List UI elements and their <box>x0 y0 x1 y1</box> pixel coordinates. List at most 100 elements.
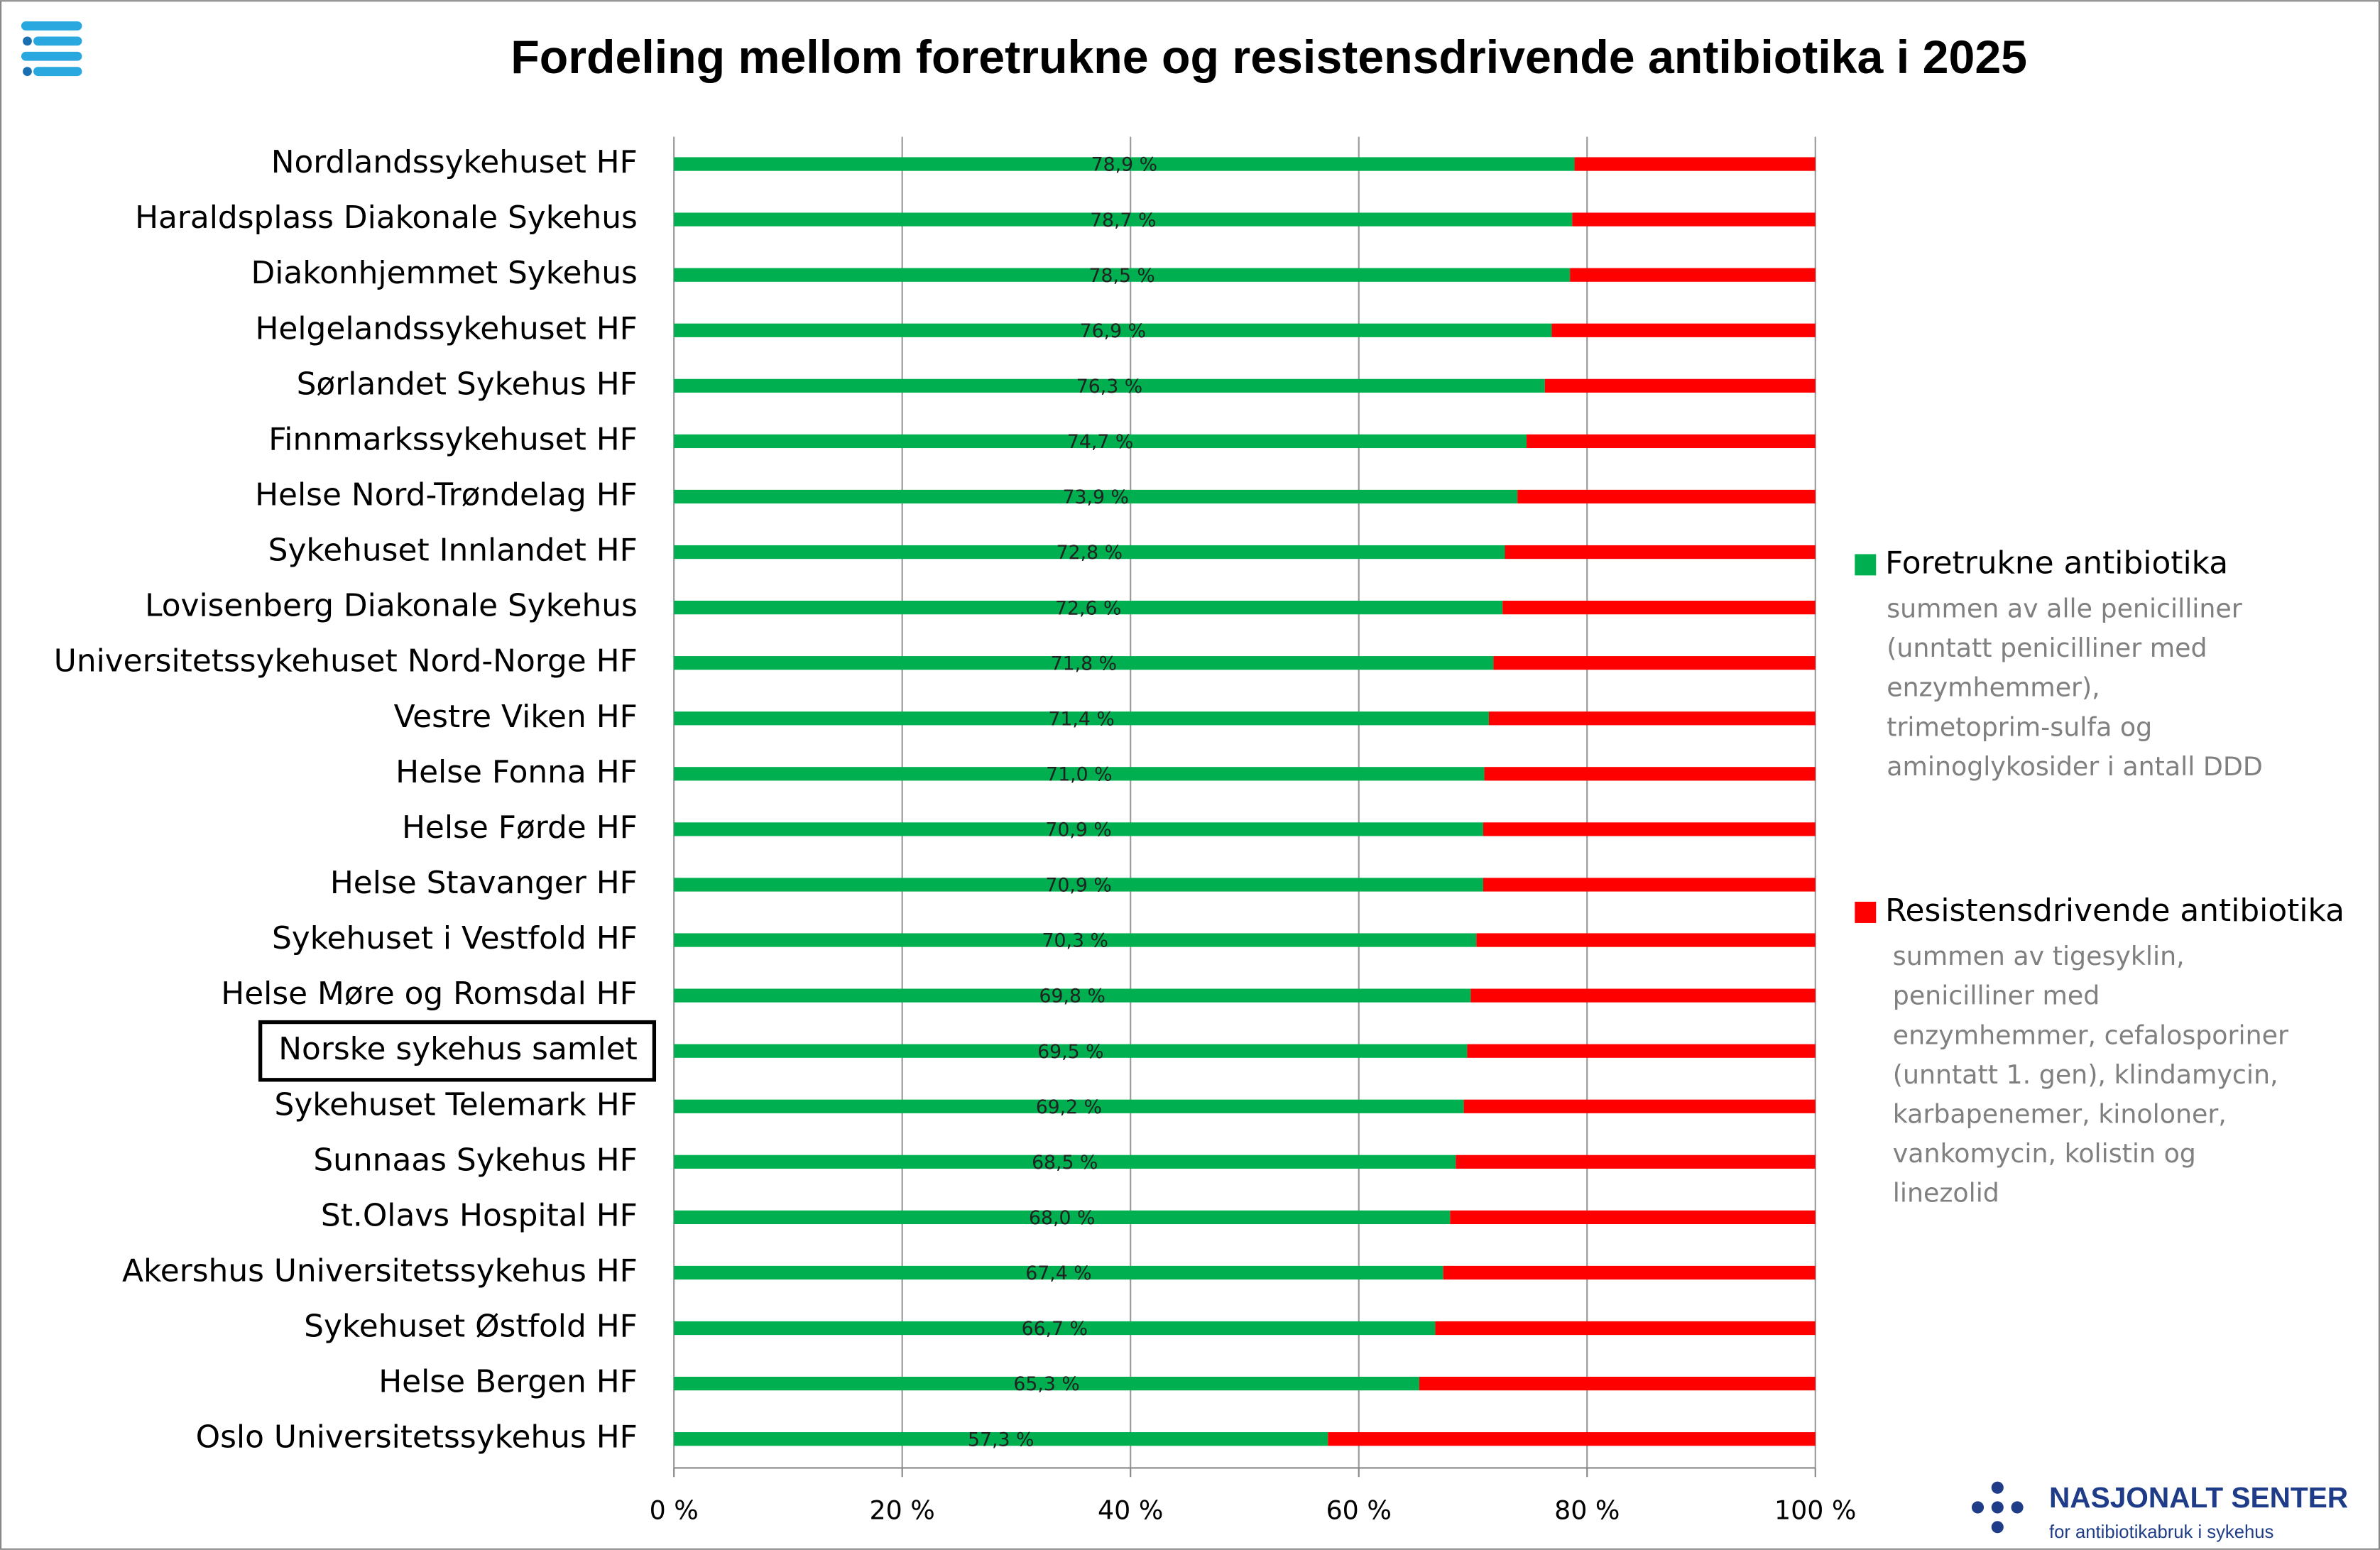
data-label: 71,0 % <box>1046 763 1112 785</box>
bar-segment <box>1574 157 1816 171</box>
bar-segment <box>674 933 1477 947</box>
data-label: 78,5 % <box>1088 265 1154 287</box>
legend-description: summen av alle penicilliner <box>1887 594 2242 624</box>
category-label: Helgelandssykehuset HF <box>255 310 637 346</box>
category-label: Sørlandet Sykehus HF <box>297 366 638 402</box>
bar-segment <box>1483 878 1816 892</box>
bar-segment <box>674 378 1545 393</box>
legend-description: penicilliner med <box>1893 981 2100 1011</box>
category-label: Oslo Universitetssykehus HF <box>196 1419 638 1456</box>
bar-segment <box>674 1210 1451 1225</box>
bar-segment <box>1450 1210 1816 1225</box>
category-label: Universitetssykehuset Nord-Norge HF <box>54 643 638 680</box>
category-label: Norske sykehus samlet <box>278 1031 638 1067</box>
data-label: 76,3 % <box>1076 376 1142 398</box>
bar-segment <box>1488 711 1816 726</box>
bar-segment <box>1484 767 1816 781</box>
legend-swatch <box>1855 554 1877 576</box>
data-label: 66,7 % <box>1022 1318 1088 1340</box>
category-label: Helse Førde HF <box>402 809 638 846</box>
bar-segment <box>1493 656 1816 670</box>
data-label: 69,2 % <box>1036 1096 1102 1118</box>
x-tick-label: 20 % <box>870 1495 935 1525</box>
bar-segment <box>1456 1155 1816 1169</box>
bar-segment <box>1463 1099 1816 1113</box>
category-label: Sykehuset Østfold HF <box>304 1309 638 1345</box>
legend-description: enzymhemmer, cefalosporiner <box>1893 1020 2288 1050</box>
legend-description: (unntatt penicilliner med <box>1887 633 2207 663</box>
bar-segment <box>674 268 1571 282</box>
x-tick-label: 0 % <box>650 1495 699 1525</box>
bar-segment <box>674 1321 1436 1336</box>
bar-segment <box>674 1099 1464 1113</box>
data-label: 70,9 % <box>1045 875 1111 897</box>
bar-segment <box>1570 268 1816 282</box>
bar-segment <box>1527 434 1816 449</box>
legend-swatch <box>1855 902 1877 923</box>
bar-segment <box>1467 1044 1816 1058</box>
bar-segment <box>674 1044 1468 1058</box>
category-label: Sykehuset Innlandet HF <box>268 533 638 569</box>
data-label: 72,6 % <box>1055 597 1121 619</box>
bar-segment <box>674 323 1552 337</box>
bottom-logo: NASJONALT SENTER for antibiotikabruk i s… <box>1971 1481 2348 1542</box>
data-label: 71,8 % <box>1051 653 1117 675</box>
bar-segment <box>674 601 1503 615</box>
legend-description: (unntatt 1. gen), klindamycin, <box>1893 1059 2278 1090</box>
chart-title: Fordeling mellom foretrukne og resistens… <box>511 31 2027 84</box>
bar-segment <box>1419 1376 1816 1391</box>
data-label: 76,9 % <box>1080 320 1146 342</box>
category-label: Helse Bergen HF <box>378 1364 638 1400</box>
bar-segment <box>1572 212 1816 227</box>
x-tick-label: 100 % <box>1774 1495 1856 1525</box>
top-logo <box>21 21 82 77</box>
legend-label: Resistensdrivende antibiotika <box>1885 893 2344 929</box>
bar-segment <box>1443 1265 1816 1280</box>
bar-segment <box>674 988 1471 1003</box>
bar-segment <box>674 767 1485 781</box>
category-label: Helse Stavanger HF <box>330 865 638 901</box>
bar-segment <box>674 212 1573 227</box>
data-label: 67,4 % <box>1025 1262 1091 1284</box>
data-label: 73,9 % <box>1062 486 1128 508</box>
bar-segment <box>674 822 1483 836</box>
category-label: Vestre Viken HF <box>394 699 638 735</box>
bar-segment <box>674 711 1489 726</box>
x-tick-label: 80 % <box>1554 1495 1620 1525</box>
highlight-box <box>258 1020 657 1082</box>
bar-segment <box>1505 545 1816 560</box>
category-label: Sunnaas Sykehus HF <box>313 1142 638 1178</box>
logo-subtitle: for antibiotikabruk i sykehus <box>2049 1522 2273 1542</box>
category-label: Helse Nord-Trøndelag HF <box>255 476 638 513</box>
legend-description: aminoglykosider i antall DDD <box>1887 751 2263 782</box>
bar-segment <box>674 545 1505 560</box>
data-label: 71,4 % <box>1048 708 1114 730</box>
category-label: Helse Fonna HF <box>395 754 638 790</box>
data-label: 70,3 % <box>1042 930 1108 952</box>
data-label: 78,9 % <box>1091 154 1157 176</box>
data-label: 69,5 % <box>1037 1041 1103 1063</box>
data-label: 78,7 % <box>1090 209 1156 231</box>
x-tick-label: 60 % <box>1326 1495 1392 1525</box>
category-label: St.Olavs Hospital HF <box>321 1197 638 1233</box>
category-label: Helse Møre og Romsdal HF <box>221 976 638 1012</box>
bar-segment <box>1544 378 1816 393</box>
category-label: Sykehuset i Vestfold HF <box>272 920 638 956</box>
data-label: 70,9 % <box>1045 819 1111 841</box>
legend-description: linezolid <box>1893 1178 1999 1208</box>
legend-description: karbapenemer, kinoloner, <box>1893 1098 2227 1129</box>
data-label: 68,0 % <box>1029 1207 1095 1229</box>
category-label: Sykehuset Telemark HF <box>275 1086 638 1123</box>
bar-segment <box>1502 601 1816 615</box>
bar-segment <box>674 656 1494 670</box>
data-label: 68,5 % <box>1032 1152 1098 1174</box>
bar-segment <box>674 878 1483 892</box>
bar-segment <box>1435 1321 1816 1336</box>
bar-segment <box>1551 323 1816 337</box>
bar-segment <box>674 489 1518 504</box>
bar-segment <box>1470 988 1816 1003</box>
bar-segment <box>674 1265 1443 1280</box>
data-label: 74,7 % <box>1067 431 1133 453</box>
legend-label: Foretrukne antibiotika <box>1885 545 2228 581</box>
